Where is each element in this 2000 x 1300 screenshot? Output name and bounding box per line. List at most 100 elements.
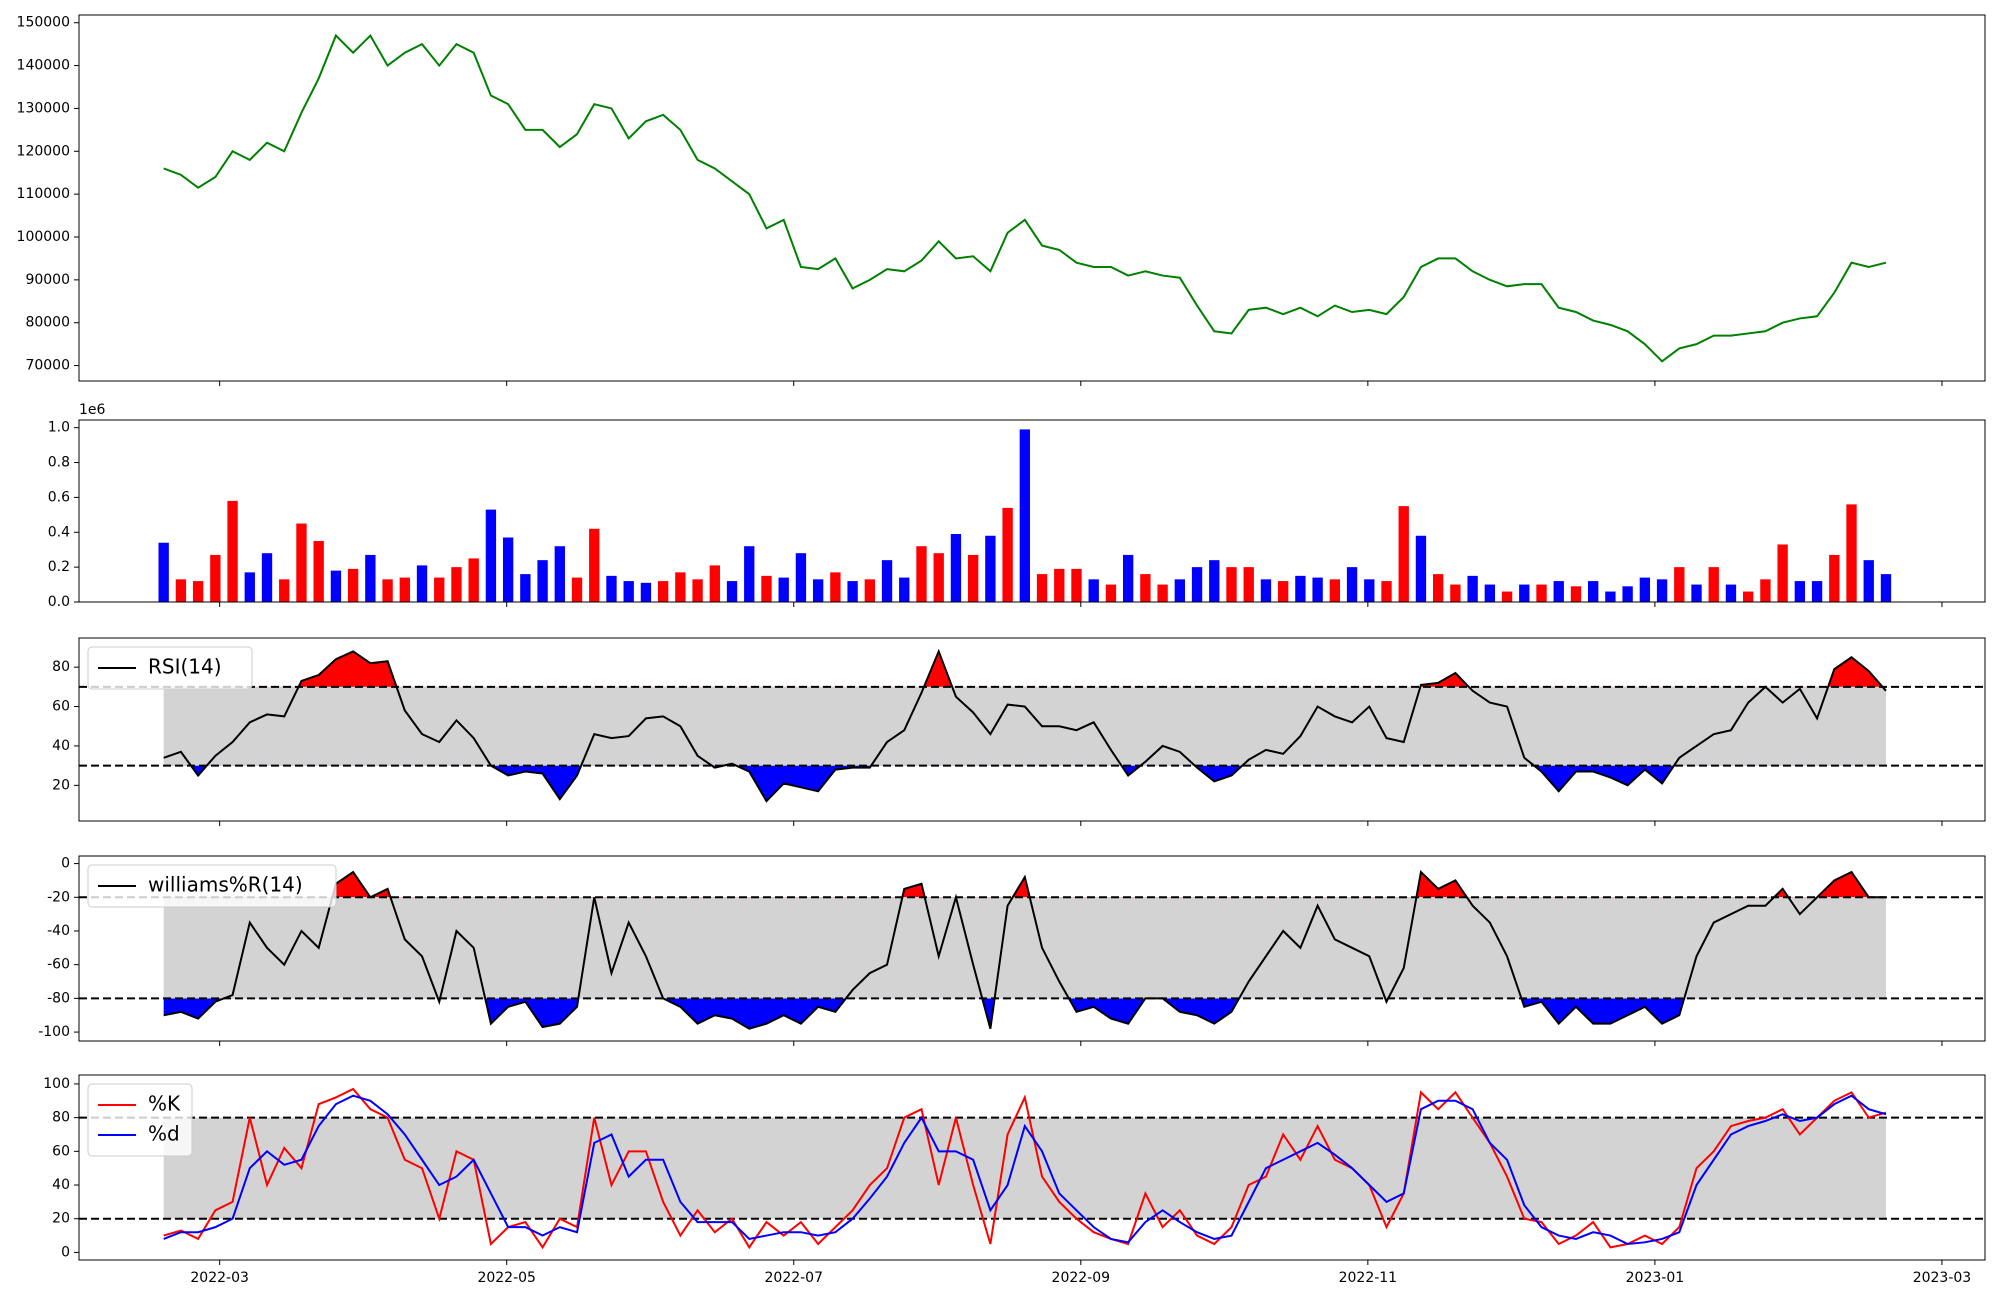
- volume-bar: [1174, 579, 1185, 602]
- y-tick-label: 0: [61, 856, 70, 872]
- volume-bar: [520, 574, 531, 602]
- x-tick-label: 2022-11: [1339, 1270, 1398, 1286]
- plot-frame: [78, 637, 1986, 822]
- volume-bar: [1071, 568, 1082, 602]
- y-tick-label: 80000: [25, 315, 70, 331]
- volume-bar: [1536, 584, 1547, 602]
- volume-bar: [1588, 581, 1599, 602]
- volume-bar: [1656, 579, 1668, 602]
- x-tick-label: 2023-01: [1626, 1270, 1685, 1286]
- volume-bar: [210, 554, 221, 602]
- legend-box: [87, 1083, 193, 1157]
- volume-bar: [1777, 544, 1788, 602]
- volume-bar: [1725, 584, 1737, 602]
- volume-bar: [382, 579, 393, 602]
- y-tick-label: 0.8: [48, 455, 70, 471]
- y-tick-label: -80: [47, 990, 70, 1006]
- y-tick-label: 110000: [17, 186, 70, 202]
- y-tick-label: -40: [47, 923, 70, 939]
- volume-bar: [175, 579, 187, 602]
- y-tick-label: 0.4: [48, 524, 70, 540]
- legend-box: [87, 864, 337, 908]
- y-tick-label: 80: [52, 659, 70, 675]
- y-tick-label: 130000: [17, 100, 70, 116]
- volume-bar: [675, 572, 686, 602]
- volume-bar: [1364, 579, 1375, 602]
- level-band: [163, 1117, 1886, 1219]
- volume-bar: [1054, 568, 1065, 602]
- volume-bar: [502, 537, 514, 602]
- y-tick-label: 20: [52, 1211, 70, 1227]
- volume-bar: [1226, 567, 1237, 602]
- volume-bar: [1105, 584, 1117, 602]
- series-line: [163, 1094, 1887, 1246]
- volume-bar: [1036, 574, 1048, 602]
- y-tick-label: 90000: [25, 272, 70, 288]
- volume-bar: [537, 560, 548, 602]
- legend-label: %K: [148, 1092, 181, 1116]
- volume-bar: [1312, 577, 1323, 602]
- volume-bar: [1209, 560, 1220, 602]
- y-tick-label: 1.0: [48, 420, 70, 436]
- volume-bar: [1708, 567, 1719, 602]
- volume-bar: [1622, 586, 1633, 602]
- volume-bar: [1278, 581, 1289, 602]
- volume-bar: [1398, 506, 1409, 602]
- volume-bar: [657, 581, 669, 602]
- volume-bar: [1519, 584, 1530, 602]
- plot-frame: [78, 419, 1986, 603]
- volume-bar: [1381, 581, 1392, 602]
- y-tick-label: -60: [47, 957, 70, 973]
- y-tick-label: 100000: [17, 229, 70, 245]
- volume-bar: [1811, 581, 1823, 602]
- x-tick-label: 2022-03: [190, 1270, 249, 1286]
- volume-bar: [416, 565, 428, 602]
- volume-bar: [864, 579, 875, 602]
- legend-box: [87, 646, 253, 690]
- level-band: [163, 897, 1886, 999]
- volume-bar: [434, 577, 445, 602]
- volume-bar: [1674, 567, 1685, 602]
- volume-bar: [916, 546, 927, 602]
- volume-bar: [485, 509, 497, 602]
- volume-bar: [950, 534, 962, 602]
- volume-bar: [347, 568, 359, 602]
- volume-bar: [692, 579, 703, 602]
- x-tick-label: 2023-03: [1913, 1270, 1972, 1286]
- volume-bar: [244, 572, 255, 602]
- series-line: [163, 33, 1887, 363]
- offset-label: 1e6: [79, 402, 106, 418]
- volume-bar: [1743, 591, 1754, 602]
- volume-bar: [451, 567, 462, 602]
- legend-label: RSI(14): [148, 655, 222, 679]
- volume-bar: [1639, 577, 1651, 602]
- volume-bar: [1760, 579, 1771, 602]
- volume-bar: [296, 523, 307, 602]
- y-tick-label: 0.0: [48, 594, 70, 610]
- y-tick-label: 0.6: [48, 489, 70, 505]
- volume-bar: [1829, 554, 1840, 602]
- plot-frame: [78, 14, 1986, 382]
- volume-bar: [1329, 579, 1341, 602]
- volume-bar: [1863, 560, 1874, 602]
- volume-bar: [1501, 591, 1513, 602]
- volume-bar: [227, 500, 238, 602]
- legend-label: %d: [148, 1122, 180, 1146]
- volume-bar: [830, 572, 841, 602]
- volume-bar: [1157, 584, 1168, 602]
- volume-bar: [899, 577, 910, 602]
- volume-bar: [640, 582, 652, 602]
- volume-bar: [985, 535, 996, 602]
- series-line: [163, 1087, 1887, 1250]
- volume-bar: [1122, 554, 1134, 602]
- volume-bar: [1243, 567, 1254, 602]
- volume-bar: [1846, 504, 1857, 602]
- y-tick-label: -100: [38, 1024, 70, 1040]
- volume-bar: [192, 581, 204, 602]
- volume-bar: [313, 540, 324, 602]
- volume-bar: [1295, 575, 1306, 602]
- y-tick-label: 60: [52, 699, 70, 715]
- x-tick-label: 2022-07: [765, 1270, 824, 1286]
- volume-bar: [933, 553, 944, 602]
